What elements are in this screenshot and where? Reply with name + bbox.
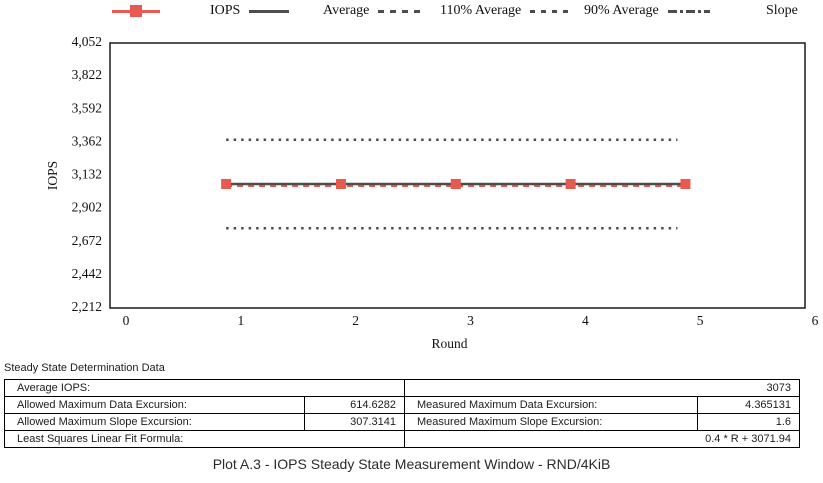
- plot-border: [109, 42, 806, 309]
- legend-item-marker: [112, 0, 160, 22]
- y-tick-label: 2,902: [72, 200, 102, 215]
- table-cell-label: Average IOPS:: [3, 379, 406, 397]
- data-point-marker: [221, 178, 232, 189]
- x-tick-label: 3: [467, 313, 474, 328]
- legend-label: Average: [323, 3, 370, 18]
- x-tick-label: 1: [237, 313, 244, 328]
- iops-steady-state-chart: 4,052 3,822 3,592 3,362 3,132 2,902 2,672 2,442…: [45, 34, 819, 351]
- y-tick-label: 3,132: [72, 167, 102, 182]
- table-row: Allowed Maximum Slope Excursion: 307.3141…: [4, 413, 801, 431]
- table-section-title: Steady State Determination Data: [4, 362, 165, 374]
- legend-sample-dashed-icon: [378, 9, 423, 13]
- x-tick-label: 2: [352, 313, 359, 328]
- legend-label: 110% Average: [440, 3, 522, 18]
- y-tick-label: 2,442: [72, 266, 102, 281]
- data-point-marker: [565, 178, 576, 189]
- y-tick-label: 2,672: [72, 233, 102, 248]
- legend-label: Slope: [766, 3, 798, 18]
- legend-label: IOPS: [210, 3, 241, 18]
- y-tick-label: 3,362: [72, 133, 102, 148]
- x-tick-label: 5: [697, 313, 704, 328]
- table-cell-value: 1.6: [697, 413, 801, 431]
- x-tick-label: 6: [812, 313, 819, 328]
- table-row: Allowed Maximum Data Excursion: 614.6282 M…: [4, 396, 801, 414]
- table-cell-label: Least Squares Linear Fit Formula:: [3, 430, 406, 448]
- legend-sample-marker-icon: [112, 5, 160, 17]
- table-cell-value: 0.4 * R + 3071.94: [404, 430, 801, 448]
- table-cell-value: 614.6282: [303, 396, 406, 414]
- x-tick-label: 0: [123, 313, 130, 328]
- plot-caption: Plot A.3 - IOPS Steady State Measurement…: [212, 456, 611, 472]
- table-row: Least Squares Linear Fit Formula: 0.4 * R…: [3, 430, 801, 448]
- legend-label: 90% Average: [584, 3, 659, 18]
- y-tick-label: 4,052: [72, 34, 102, 49]
- chart-legend: IOPS Average 110% Average 90% Average Slope: [0, 0, 823, 22]
- legend-item-110-average: 110% Average: [440, 0, 573, 22]
- table-cell-value: 307.3141: [303, 413, 406, 431]
- legend-item-average: Average: [323, 0, 423, 22]
- table-cell-label: Allowed Maximum Slope Excursion:: [4, 413, 305, 431]
- x-axis-title: Round: [431, 336, 467, 351]
- table-cell-label: Measured Maximum Slope Excursion:: [404, 413, 699, 431]
- y-tick-label: 2,212: [72, 299, 102, 314]
- y-tick-label: 3,822: [72, 67, 102, 82]
- legend-sample-dotted-icon: [530, 9, 573, 13]
- data-point-marker: [450, 178, 461, 189]
- table-cell-label: Allowed Maximum Data Excursion:: [4, 396, 305, 414]
- x-tick-label: 4: [582, 313, 589, 328]
- legend-sample-solid-icon: [249, 9, 290, 13]
- legend-item-slope: Slope: [766, 0, 798, 22]
- y-axis-title: IOPS: [45, 161, 60, 190]
- legend-sample-dashdot-icon: [667, 9, 710, 13]
- steady-state-table: Average IOPS: 3073 Allowed Maximum Data Ex…: [3, 379, 801, 448]
- legend-item-90-average: 90% Average: [584, 0, 710, 22]
- table-cell-value: 4.365131: [697, 396, 801, 414]
- data-point-marker: [680, 178, 691, 189]
- y-tick-label: 3,592: [72, 100, 102, 115]
- table-cell-label: Measured Maximum Data Excursion:: [404, 396, 699, 414]
- table-cell-value: 3073: [404, 379, 801, 397]
- data-point-marker: [335, 178, 346, 189]
- table-row: Average IOPS: 3073: [3, 379, 801, 397]
- legend-item-iops: IOPS: [210, 0, 290, 22]
